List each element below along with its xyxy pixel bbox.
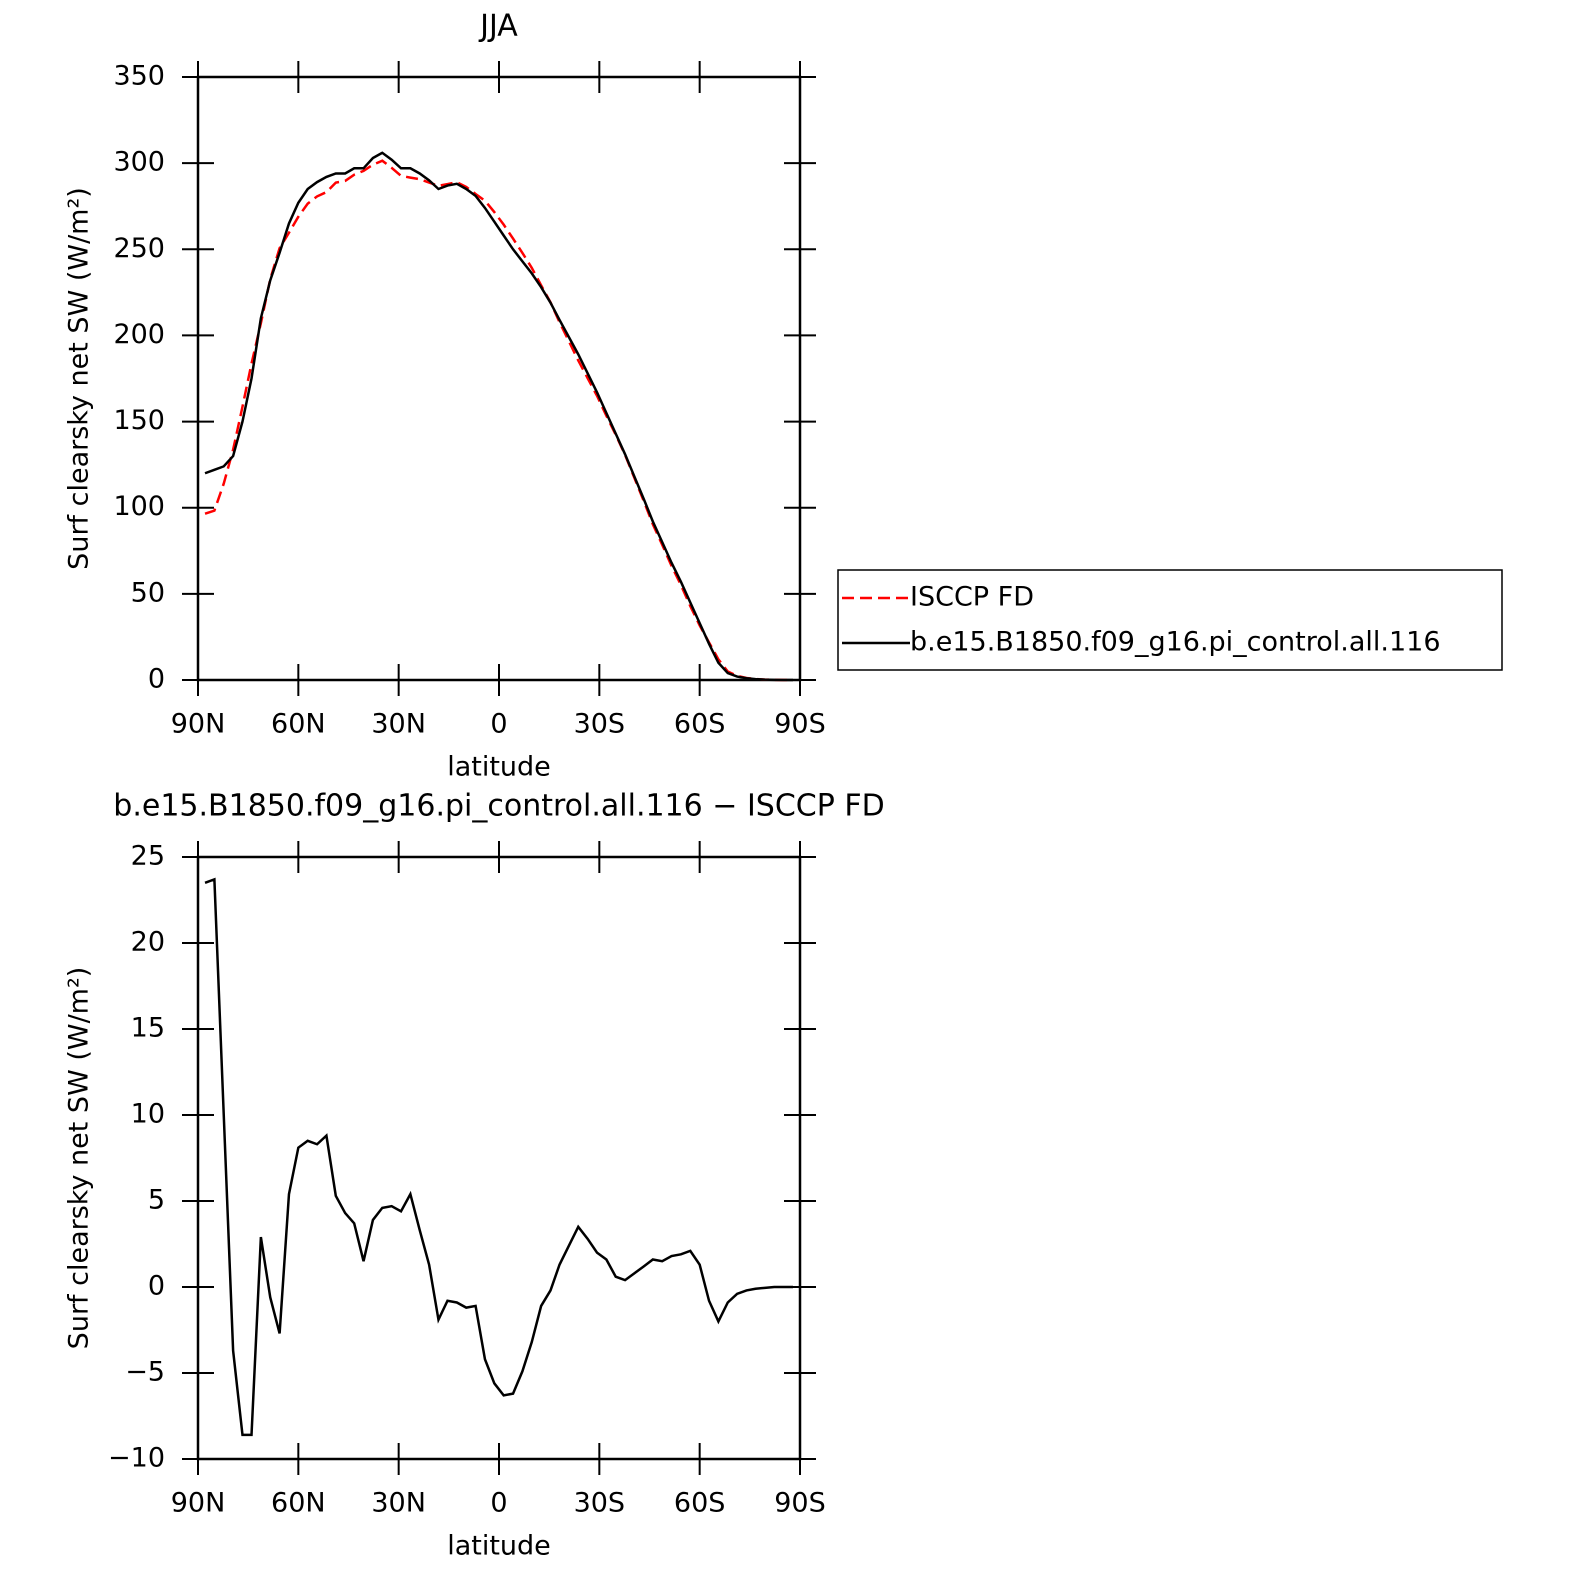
plot-frame xyxy=(196,75,802,682)
y-tick-label: 5 xyxy=(148,1185,165,1216)
y-tick-label: 350 xyxy=(113,61,165,92)
x-tick-label: 0 xyxy=(490,1488,507,1519)
legend-label: ISCCP FD xyxy=(910,582,1034,613)
x-axis-label: latitude xyxy=(447,752,551,783)
y-tick-label: 300 xyxy=(113,147,165,178)
x-tick-label: 0 xyxy=(490,709,507,740)
y-axis-label: Surf clearsky net SW (W/m²) xyxy=(64,187,95,570)
chart-title: b.e15.B1850.f09_g16.pi_control.all.116 −… xyxy=(113,789,884,824)
x-tick-label: 60N xyxy=(271,709,326,740)
y-tick-label: 15 xyxy=(131,1013,165,1044)
y-tick-label: 100 xyxy=(113,491,165,522)
x-tick-label: 90S xyxy=(774,1488,826,1519)
y-tick-label: 200 xyxy=(113,319,165,350)
y-tick-label: 20 xyxy=(131,927,165,958)
y-tick-label: −10 xyxy=(108,1443,165,1474)
y-tick-label: 10 xyxy=(131,1099,165,1130)
y-tick-label: 0 xyxy=(148,1271,165,1302)
chart-title: JJA xyxy=(478,9,518,44)
y-axis-label: Surf clearsky net SW (W/m²) xyxy=(64,967,95,1350)
y-tick-label: 25 xyxy=(131,841,165,872)
x-tick-label: 30N xyxy=(371,1488,426,1519)
legend-box xyxy=(837,569,1503,671)
data-line xyxy=(204,877,793,1437)
x-tick-label: 60S xyxy=(674,1488,726,1519)
plot-frame xyxy=(196,855,802,1461)
data-line xyxy=(204,159,793,682)
y-tick-label: −5 xyxy=(125,1357,165,1388)
x-tick-label: 30S xyxy=(574,1488,626,1519)
y-tick-label: 50 xyxy=(131,577,165,608)
y-tick-label: 250 xyxy=(113,233,165,264)
x-tick-label: 90S xyxy=(774,709,826,740)
x-tick-label: 30S xyxy=(574,709,626,740)
y-tick-label: 0 xyxy=(148,664,165,695)
legend-label: b.e15.B1850.f09_g16.pi_control.all.116 xyxy=(910,627,1441,658)
y-tick-label: 150 xyxy=(113,405,165,436)
data-line xyxy=(204,151,793,682)
x-tick-label: 60S xyxy=(674,709,726,740)
x-tick-label: 30N xyxy=(371,709,426,740)
x-tick-label: 90N xyxy=(171,709,226,740)
x-tick-label: 60N xyxy=(271,1488,326,1519)
x-tick-label: 90N xyxy=(171,1488,226,1519)
x-axis-label: latitude xyxy=(447,1531,551,1562)
